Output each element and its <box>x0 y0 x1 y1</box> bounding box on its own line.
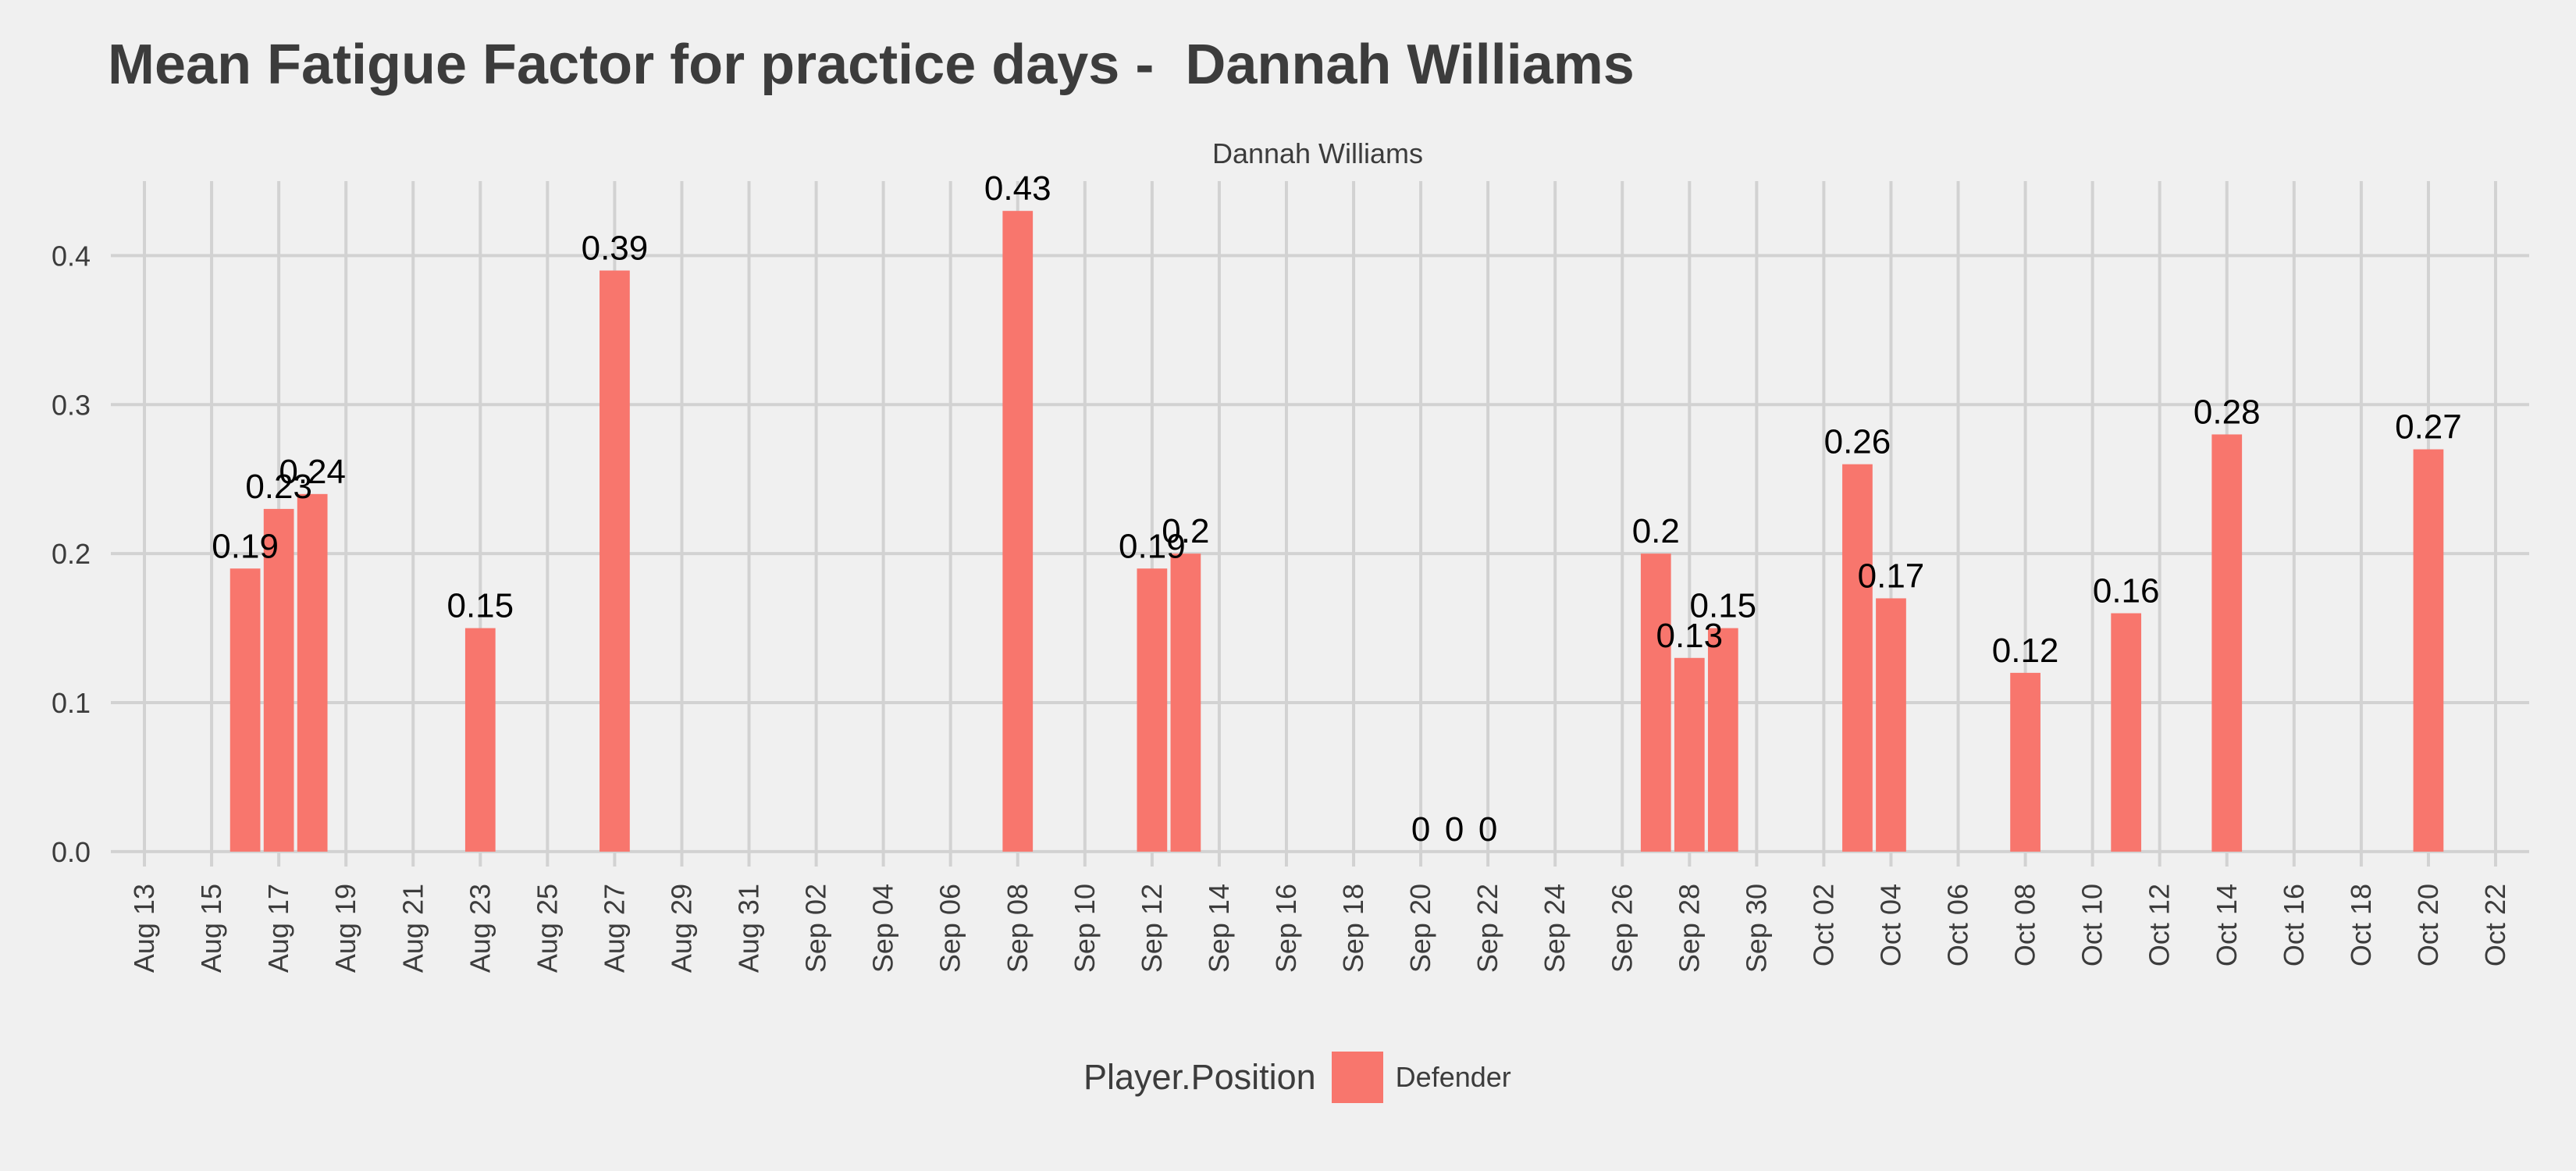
bar <box>2111 613 2142 852</box>
x-tick-label: Aug 25 <box>531 884 563 973</box>
x-tick-label: Sep 30 <box>1740 884 1772 973</box>
legend-key-defender <box>1331 1052 1383 1103</box>
bar <box>1002 211 1034 852</box>
x-tick-label: Aug 21 <box>397 884 429 973</box>
bars <box>229 211 2444 852</box>
x-tick-label: Oct 22 <box>2479 884 2511 966</box>
data-label: 0.28 <box>2194 393 2261 431</box>
bar <box>297 493 328 852</box>
x-tick-label: Aug 13 <box>128 884 160 973</box>
bar <box>1707 628 1738 852</box>
x-tick-label: Sep 18 <box>1337 884 1369 973</box>
bar <box>2010 672 2041 852</box>
y-tick-label: 0.3 <box>52 389 91 421</box>
data-label: 0.15 <box>447 587 514 625</box>
x-tick-label: Sep 14 <box>1203 884 1235 973</box>
bar <box>2413 449 2444 852</box>
x-tick-label: Aug 31 <box>733 884 765 973</box>
x-tick-label: Sep 22 <box>1471 884 1503 973</box>
x-tick-label: Aug 19 <box>329 884 361 973</box>
bar <box>600 270 630 852</box>
data-label: 0.2 <box>1632 512 1680 550</box>
x-tick-label: Oct 06 <box>1942 884 1974 966</box>
x-tick-label: Oct 20 <box>2412 884 2444 966</box>
x-tick-label: Oct 02 <box>1807 884 1839 966</box>
data-label: 0.24 <box>279 453 346 491</box>
data-label: 0.13 <box>1656 617 1723 655</box>
y-tick-label: 0.2 <box>52 538 91 570</box>
x-tick-label: Sep 16 <box>1270 884 1302 973</box>
bar <box>2211 434 2243 852</box>
data-label: 0.23 <box>245 468 312 506</box>
y-tick-label: 0.4 <box>52 240 91 272</box>
x-tick-label: Oct 12 <box>2144 884 2176 966</box>
legend: Player.Position Defender <box>1083 1050 1511 1105</box>
x-tick-label: Aug 27 <box>598 884 630 973</box>
x-tick-label: Oct 08 <box>2009 884 2041 966</box>
y-tick-label: 0.1 <box>52 687 91 719</box>
data-label: 0.27 <box>2395 408 2462 447</box>
x-tick-label: Sep 12 <box>1136 884 1168 973</box>
chart-title: Mean Fatigue Factor for practice days - … <box>108 34 1635 96</box>
bar <box>1876 598 1906 852</box>
x-axis-ticks: Aug 13 Aug 15 Aug 17 Aug 19 Aug 21 Aug 23 Aug … <box>128 884 2511 973</box>
data-label: 0 <box>1411 810 1430 849</box>
data-label: 0.12 <box>1992 632 2059 670</box>
x-tick-label: Sep 24 <box>1539 884 1571 973</box>
x-tick-label: Oct 18 <box>2345 884 2377 966</box>
x-tick-label: Aug 17 <box>262 884 294 973</box>
data-label: 0.19 <box>212 527 279 565</box>
y-tick-label: 0.0 <box>52 836 91 868</box>
x-tick-label: Aug 15 <box>195 884 227 973</box>
x-tick-label: Sep 08 <box>1002 884 1034 973</box>
bar <box>1842 464 1873 852</box>
data-label: 0 <box>1478 810 1497 849</box>
facet-label: Dannah Williams <box>1212 137 1424 169</box>
data-label: 0 <box>1445 810 1464 849</box>
bar <box>464 628 496 852</box>
x-tick-label: Oct 04 <box>1874 884 1906 966</box>
x-tick-label: Sep 06 <box>934 884 966 973</box>
x-tick-label: Sep 04 <box>867 884 899 973</box>
legend-title: Player.Position <box>1083 1057 1316 1097</box>
x-tick-label: Sep 10 <box>1069 884 1101 973</box>
x-tick-label: Oct 10 <box>2076 884 2108 966</box>
y-axis-ticks: 0.0 0.1 0.2 0.3 0.4 <box>52 240 91 867</box>
bar <box>229 568 261 852</box>
x-tick-label: Aug 23 <box>464 884 496 973</box>
data-label: 0.39 <box>582 230 649 268</box>
data-label: 0.17 <box>1858 557 1925 595</box>
x-tick-label: Sep 02 <box>800 884 832 973</box>
x-tick-label: Sep 28 <box>1673 884 1705 973</box>
data-label: 0.43 <box>984 169 1051 208</box>
legend-label-defender: Defender <box>1395 1061 1511 1093</box>
data-label: 0.26 <box>1824 423 1891 461</box>
x-tick-label: Sep 20 <box>1404 884 1436 973</box>
bar <box>1674 657 1705 852</box>
data-label: 0.16 <box>2093 572 2160 610</box>
x-tick-label: Sep 26 <box>1606 884 1638 973</box>
bar <box>263 508 294 852</box>
bar <box>1170 553 1201 852</box>
data-labels: 0.190.230.240.150.390.430.190.20 0 00.20.1… <box>212 169 2461 849</box>
x-tick-label: Oct 14 <box>2211 884 2243 966</box>
bar <box>1137 568 1168 852</box>
x-tick-label: Oct 16 <box>2278 884 2310 966</box>
x-tick-label: Aug 29 <box>665 884 697 973</box>
bar <box>1640 553 1671 852</box>
data-label: 0.19 <box>1119 527 1186 565</box>
data-label: 0.2 <box>1162 512 1209 550</box>
data-label: 0.15 <box>1690 587 1757 625</box>
